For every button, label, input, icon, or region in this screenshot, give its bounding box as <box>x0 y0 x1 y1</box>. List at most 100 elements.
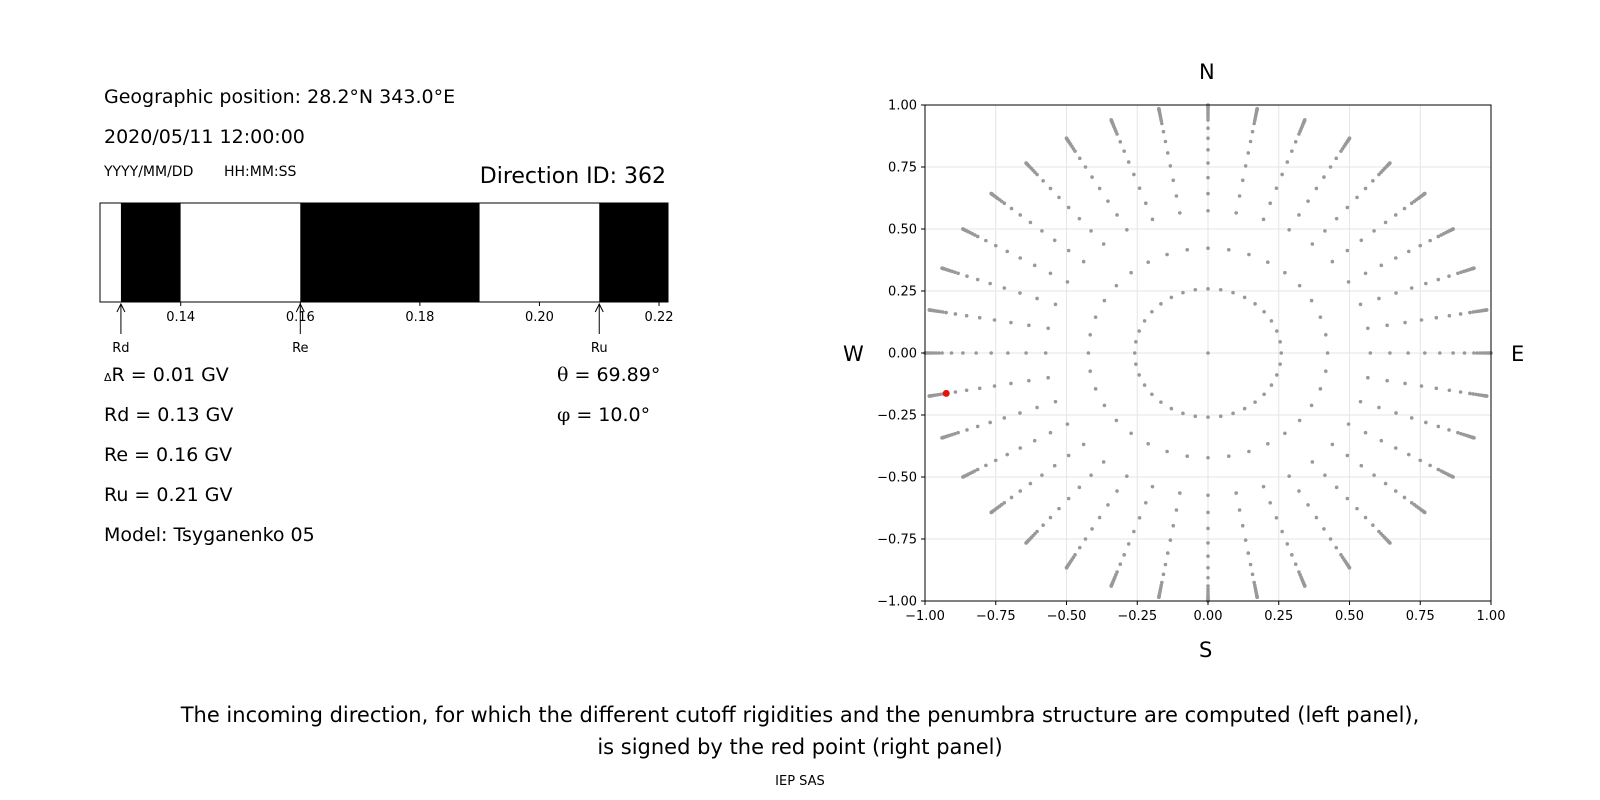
direction-point <box>1206 554 1210 558</box>
direction-point <box>1053 399 1058 404</box>
direction-point <box>1355 195 1359 200</box>
caption-line-2: is signed by the red point (right panel) <box>597 735 1003 759</box>
direction-point <box>1146 260 1150 265</box>
direction-point <box>1458 390 1463 394</box>
direction-point <box>1459 270 1463 275</box>
direction-point <box>1101 460 1106 464</box>
direction-point <box>1005 452 1010 457</box>
direction-point <box>1066 453 1071 458</box>
direction-point <box>941 310 945 314</box>
direction-point <box>1447 313 1452 318</box>
direction-point <box>949 351 954 355</box>
direction-point <box>1048 186 1053 191</box>
direction-point <box>975 277 980 282</box>
direction-point <box>1137 186 1142 191</box>
direction-point <box>1206 208 1210 213</box>
direction-point <box>961 475 965 479</box>
direction-point <box>1081 442 1086 447</box>
direction-point <box>1018 291 1022 295</box>
marker-arrowhead <box>295 302 305 313</box>
direction-point <box>1171 523 1176 528</box>
direction-point <box>1028 481 1033 486</box>
x-tick-label: −0.50 <box>1047 609 1087 624</box>
y-tick-label: −0.75 <box>877 533 917 548</box>
direction-point <box>1322 175 1326 179</box>
direction-point <box>1206 575 1210 580</box>
direction-point <box>1318 387 1323 391</box>
direction-point <box>1053 302 1058 307</box>
direction-point <box>1471 310 1475 314</box>
direction-point <box>1206 175 1210 180</box>
direction-point <box>1293 139 1298 144</box>
theta-symbol: θ <box>557 364 569 386</box>
delta-symbol: Δ <box>104 371 112 384</box>
direction-point <box>965 274 969 278</box>
direction-point <box>1178 211 1182 215</box>
phi-symbol: φ <box>557 404 571 426</box>
direction-point <box>1163 562 1168 567</box>
y-tick-label: 0.50 <box>888 223 917 238</box>
direction-point <box>1388 161 1392 165</box>
direction-point <box>1066 205 1071 210</box>
direction-point <box>1064 136 1069 141</box>
direction-point <box>1406 351 1410 355</box>
direction-point <box>1102 403 1107 408</box>
direction-point <box>1083 537 1088 541</box>
direction-point <box>1366 375 1370 380</box>
direction-point <box>1178 491 1182 495</box>
re-value: Re = 0.16 GV <box>104 444 233 466</box>
direction-point <box>965 428 969 432</box>
datetime: 2020/05/11 12:00:00 <box>104 126 305 148</box>
penumbra-segment-forbidden <box>300 203 480 302</box>
direction-point <box>1097 515 1102 520</box>
direction-point <box>1402 206 1407 211</box>
direction-point <box>1406 249 1411 254</box>
direction-point <box>1434 315 1439 320</box>
direction-point <box>940 266 944 270</box>
direction-point <box>1323 333 1328 337</box>
x-tick-label: 0.50 <box>1335 609 1364 624</box>
direction-point <box>1163 139 1168 144</box>
direction-point <box>1310 460 1315 464</box>
direction-point <box>1385 323 1389 328</box>
direction-point <box>927 308 932 312</box>
direction-point <box>1363 515 1368 520</box>
direction-point <box>1240 178 1245 183</box>
direction-point <box>1028 220 1033 225</box>
direction-point <box>1009 495 1014 500</box>
direction-point <box>1237 194 1242 198</box>
direction-point <box>1142 319 1147 323</box>
direction-point <box>1248 562 1253 567</box>
direction-point <box>1363 430 1368 435</box>
direction-point <box>1118 562 1123 567</box>
compass-east: E <box>1511 342 1525 366</box>
direction-point <box>1377 405 1381 410</box>
direction-point <box>1334 216 1339 221</box>
x-tick-label: 0.00 <box>1194 609 1223 624</box>
direction-point <box>1280 172 1284 177</box>
direction-point <box>1379 263 1384 268</box>
direction-point <box>1456 430 1460 435</box>
model-name: Model: Tsyganenko 05 <box>104 524 315 546</box>
x-tick-label: 0.25 <box>1264 609 1293 624</box>
direction-point <box>1043 351 1048 355</box>
direction-point <box>1436 424 1441 429</box>
direction-point <box>1041 179 1045 183</box>
direction-point <box>1032 438 1037 443</box>
direction-point <box>1002 416 1007 420</box>
direction-point <box>1009 381 1013 386</box>
direction-point <box>1027 378 1031 383</box>
direction-point <box>1285 160 1290 164</box>
direction-point <box>1366 326 1370 331</box>
direction-point <box>1409 201 1414 206</box>
direction-point <box>1243 538 1248 542</box>
direction-point <box>1345 205 1350 210</box>
direction-point <box>964 388 969 393</box>
direction-point <box>1165 151 1170 155</box>
direction-point <box>1181 290 1185 295</box>
direction-point <box>1066 496 1071 501</box>
direction-point <box>940 351 944 355</box>
direction-point <box>1150 217 1155 222</box>
direction-point <box>1024 161 1028 165</box>
direction-point <box>1234 211 1238 215</box>
